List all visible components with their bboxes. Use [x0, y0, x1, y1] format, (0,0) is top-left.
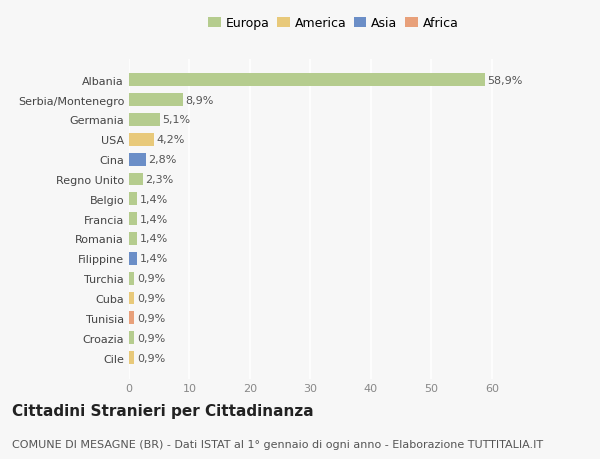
Text: 2,8%: 2,8% [148, 155, 177, 165]
Text: 1,4%: 1,4% [140, 234, 168, 244]
Text: 4,2%: 4,2% [157, 135, 185, 145]
Text: 0,9%: 0,9% [137, 313, 165, 323]
Text: Cittadini Stranieri per Cittadinanza: Cittadini Stranieri per Cittadinanza [12, 403, 314, 419]
Text: 1,4%: 1,4% [140, 214, 168, 224]
Bar [129, 331, 134, 344]
Bar [129, 292, 134, 305]
Text: 0,9%: 0,9% [137, 333, 165, 343]
Bar [129, 213, 137, 226]
Bar [129, 252, 137, 265]
Legend: Europa, America, Asia, Africa: Europa, America, Asia, Africa [206, 15, 461, 33]
Bar [129, 114, 160, 127]
Text: 5,1%: 5,1% [162, 115, 190, 125]
Bar [129, 233, 137, 246]
Text: 0,9%: 0,9% [137, 353, 165, 363]
Text: 1,4%: 1,4% [140, 254, 168, 264]
Text: 0,9%: 0,9% [137, 274, 165, 284]
Text: 1,4%: 1,4% [140, 195, 168, 204]
Bar [129, 272, 134, 285]
Text: 58,9%: 58,9% [488, 76, 523, 85]
Bar [129, 193, 137, 206]
Text: 8,9%: 8,9% [185, 95, 214, 106]
Bar [129, 134, 154, 146]
Bar [129, 351, 134, 364]
Bar [129, 153, 146, 166]
Text: 0,9%: 0,9% [137, 293, 165, 303]
Bar [129, 74, 485, 87]
Bar [129, 312, 134, 325]
Text: 2,3%: 2,3% [145, 174, 173, 185]
Text: COMUNE DI MESAGNE (BR) - Dati ISTAT al 1° gennaio di ogni anno - Elaborazione TU: COMUNE DI MESAGNE (BR) - Dati ISTAT al 1… [12, 440, 543, 449]
Bar [129, 94, 183, 107]
Bar [129, 173, 143, 186]
